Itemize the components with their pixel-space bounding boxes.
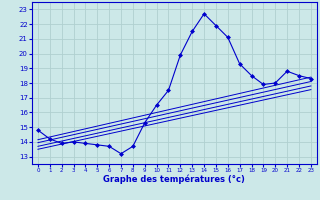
X-axis label: Graphe des températures (°c): Graphe des températures (°c) [103, 175, 245, 184]
